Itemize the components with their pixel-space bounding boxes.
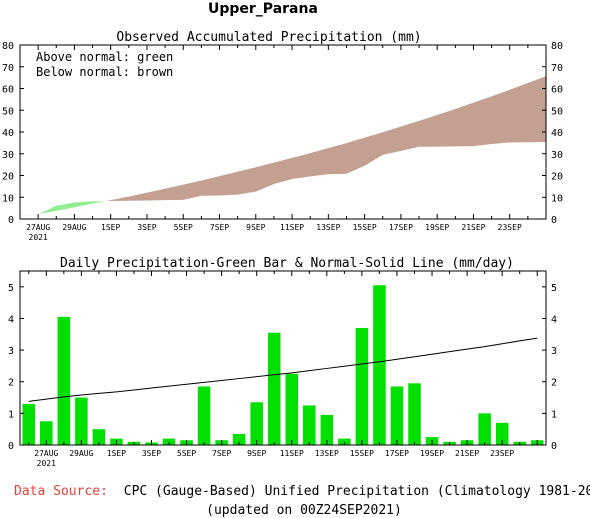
daily-precip-bar [57, 316, 71, 445]
top-ytick-right-label: 80 [551, 41, 563, 52]
bottom-xtick-label: 15SEP [350, 449, 374, 458]
bottom-ytick-left-label: 1 [8, 409, 14, 420]
bottom-ytick-right-label: 2 [551, 378, 557, 389]
top-ytick-left-label: 50 [2, 106, 14, 117]
updated-line: (updated on 00Z24SEP2021) [206, 503, 402, 518]
top-area-layer [20, 76, 546, 217]
top-xtick-label: 13SEP [316, 223, 340, 232]
daily-precip-bar [408, 383, 421, 445]
data-source-label: Data Source: [14, 484, 108, 499]
daily-precip-bar [267, 332, 281, 445]
bottom-xtick-label: 13SEP [315, 449, 339, 458]
bottom-ytick-left-label: 2 [8, 378, 14, 389]
daily-precip-bar [303, 405, 316, 445]
bottom-ytick-left-label: 3 [8, 346, 14, 357]
top-ytick-right-label: 50 [551, 106, 563, 117]
top-xtick-label: 11SEP [280, 223, 304, 232]
top-xtick-label: 23SEP [498, 223, 522, 232]
top-xtick-label: 21SEP [461, 223, 485, 232]
below-normal-area-2 [105, 76, 546, 202]
bottom-xtick-label: 1SEP [107, 449, 126, 458]
bottom-xtick-label: 17SEP [385, 449, 409, 458]
top-ytick-right-label: 40 [551, 128, 563, 139]
top-ytick-right-label: 70 [551, 63, 563, 74]
daily-precip-bar [373, 285, 386, 445]
top-ytick-left-label: 60 [2, 85, 14, 96]
bottom-xtick-label: 19SEP [420, 449, 444, 458]
bottom-ytick-left-label: 5 [8, 283, 14, 294]
top-xtick-label: 7SEP [210, 223, 229, 232]
top-xtick-label: 19SEP [425, 223, 449, 232]
daily-precip-bar [197, 386, 211, 445]
daily-precip-bar [250, 402, 263, 445]
top-ytick-right-label: 0 [551, 215, 557, 226]
top-xtick-label: 1SEP [101, 223, 120, 232]
top-panel-title: Observed Accumulated Precipitation (mm) [116, 30, 421, 45]
top-xtick-label: 15SEP [353, 223, 377, 232]
bottom-ytick-left-label: 0 [8, 441, 14, 452]
daily-precip-bar [478, 413, 491, 445]
top-xtick-label: 17SEP [389, 223, 413, 232]
bottom-xtick-label: 23SEP [490, 449, 514, 458]
bottom-ytick-right-label: 4 [551, 314, 557, 325]
bottom-ytick-right-label: 0 [551, 441, 557, 452]
daily-precip-bar [495, 422, 509, 445]
bottom-bars-layer [22, 285, 544, 445]
data-source-text: CPC (Gauge-Based) Unified Precipitation … [124, 484, 590, 499]
top-ytick-left-label: 40 [2, 128, 14, 139]
top-ytick-right-label: 10 [551, 193, 563, 204]
bottom-ytick-right-label: 1 [551, 409, 557, 420]
daily-precip-bar [320, 414, 334, 445]
bottom-xtick-label: 7SEP [212, 449, 231, 458]
daily-precip-bar [232, 433, 246, 445]
top-xtick-label: 3SEP [137, 223, 156, 232]
bottom-xtick-label: 29AUG [69, 449, 93, 458]
top-xtick-label: 5SEP [174, 223, 193, 232]
legend-below-normal: Below normal: brown [36, 65, 173, 79]
legend-above-normal: Above normal: green [36, 50, 173, 64]
above-normal-area-1 [38, 201, 106, 215]
daily-precip-bar [40, 421, 53, 445]
top-xtick-label: 9SEP [246, 223, 265, 232]
top-ytick-left-label: 20 [2, 172, 14, 183]
bottom-year-label: 2021 [37, 459, 56, 468]
bottom-ytick-right-label: 5 [551, 283, 557, 294]
daily-precip-bar [92, 429, 106, 445]
bottom-ytick-right-label: 3 [551, 346, 557, 357]
daily-precip-bar [162, 438, 176, 445]
below-normal-area-0 [20, 214, 39, 217]
daily-precip-bar [390, 386, 404, 445]
bottom-axes-layer: 0 0 1 1 2 2 3 3 4 4 5 5 27AUG 29AUG 1SEP 3SEP 5SEP 7SEP 9S… [8, 271, 557, 468]
top-ytick-left-label: 10 [2, 193, 14, 204]
bottom-xtick-label: 5SEP [177, 449, 196, 458]
bottom-xtick-label: 21SEP [455, 449, 479, 458]
bottom-panel-title: Daily Precipitation-Green Bar & Normal-S… [60, 256, 514, 271]
top-ytick-left-label: 30 [2, 150, 14, 161]
top-ytick-left-label: 0 [8, 215, 14, 226]
top-xtick-label: 29AUG [62, 223, 86, 232]
data-source-line: Data Source: CPC (Gauge-Based) Unified P… [14, 484, 590, 499]
top-xtick-label: 27AUG [26, 223, 50, 232]
top-year-label: 2021 [29, 233, 48, 242]
bottom-plot-frame [19, 270, 547, 446]
daily-precip-bar [338, 438, 351, 445]
daily-precip-bar [285, 373, 299, 445]
bottom-xtick-label: 27AUG [34, 449, 58, 458]
bottom-xtick-label: 3SEP [142, 449, 161, 458]
daily-precip-bar [75, 397, 88, 445]
normal-line [28, 337, 538, 402]
top-ytick-right-label: 30 [551, 150, 563, 161]
daily-precip-bar [355, 327, 369, 445]
top-ytick-left-label: 80 [2, 41, 14, 52]
top-ytick-right-label: 60 [551, 85, 563, 96]
top-ytick-left-label: 70 [2, 63, 14, 74]
daily-precip-bar [22, 403, 36, 445]
bottom-xtick-label: 9SEP [247, 449, 266, 458]
top-ytick-right-label: 20 [551, 172, 563, 183]
bottom-xtick-label: 11SEP [280, 449, 304, 458]
figure-title: Upper_Parana [208, 1, 318, 17]
bottom-ytick-left-label: 4 [8, 314, 14, 325]
